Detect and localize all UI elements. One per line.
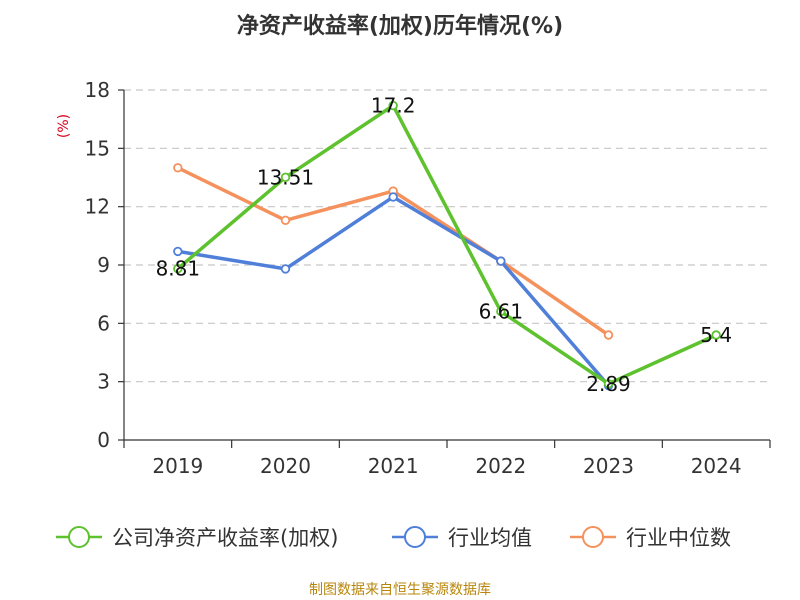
data-point bbox=[173, 163, 183, 173]
data-label: 2.89 bbox=[586, 372, 631, 396]
x-tick-label: 2019 bbox=[152, 454, 203, 478]
legend-label: 公司净资产收益率(加权) bbox=[112, 526, 338, 550]
data-point bbox=[603, 379, 614, 389]
data-label: 6.61 bbox=[479, 299, 524, 323]
data-point bbox=[388, 192, 398, 202]
gridlines bbox=[124, 89, 770, 383]
y-tick-label: 0 bbox=[97, 428, 110, 452]
series-line-0 bbox=[176, 103, 717, 386]
legend-marker bbox=[68, 526, 90, 548]
x-tick-label: 2023 bbox=[583, 454, 634, 478]
y-tick-label: 6 bbox=[97, 311, 110, 335]
data-label: 8.81 bbox=[156, 257, 201, 281]
data-label: 17.2 bbox=[371, 94, 416, 118]
data-point bbox=[496, 306, 506, 317]
legend-label: 行业均值 bbox=[448, 526, 532, 550]
data-point bbox=[173, 263, 183, 274]
x-tick-label: 2021 bbox=[368, 454, 419, 478]
source-note: 制图数据来自恒生聚源数据库 bbox=[309, 582, 491, 598]
data-point bbox=[280, 215, 291, 225]
series-lines bbox=[173, 100, 721, 391]
data-point bbox=[280, 172, 291, 183]
y-tick-label: 15 bbox=[85, 136, 110, 160]
data-label: 13.51 bbox=[257, 165, 314, 189]
data-point bbox=[173, 246, 183, 257]
data-point bbox=[603, 330, 614, 340]
data-point bbox=[496, 256, 506, 266]
y-tick-label: 18 bbox=[85, 78, 110, 102]
data-labels: 8.81 13.51 17.2 6.61 2.89 5.4 bbox=[156, 94, 733, 396]
chart-title: 净资产收益率(加权)历年情况(%) bbox=[237, 13, 563, 39]
y-tick-label: 3 bbox=[97, 370, 110, 394]
data-label: 5.4 bbox=[700, 323, 732, 347]
data-point bbox=[388, 100, 398, 111]
data-point bbox=[711, 330, 721, 340]
legend-marker bbox=[582, 526, 604, 548]
legend: 公司净资产收益率(加权) 行业均值 行业中位数 bbox=[56, 526, 731, 550]
x-tick-label: 2022 bbox=[475, 454, 526, 478]
legend-marker bbox=[404, 526, 426, 548]
axes: 0 3 6 9 12 15 18 2019 2020 2021 2022 2023 2024 bbox=[85, 78, 771, 478]
x-tick-label: 2020 bbox=[260, 454, 311, 478]
y-axis-label: (%) bbox=[56, 114, 72, 138]
x-tick-label: 2024 bbox=[691, 454, 742, 478]
y-tick-label: 12 bbox=[85, 195, 110, 219]
legend-label: 行业中位数 bbox=[626, 526, 731, 550]
y-tick-label: 9 bbox=[97, 253, 110, 277]
data-point bbox=[280, 264, 291, 274]
